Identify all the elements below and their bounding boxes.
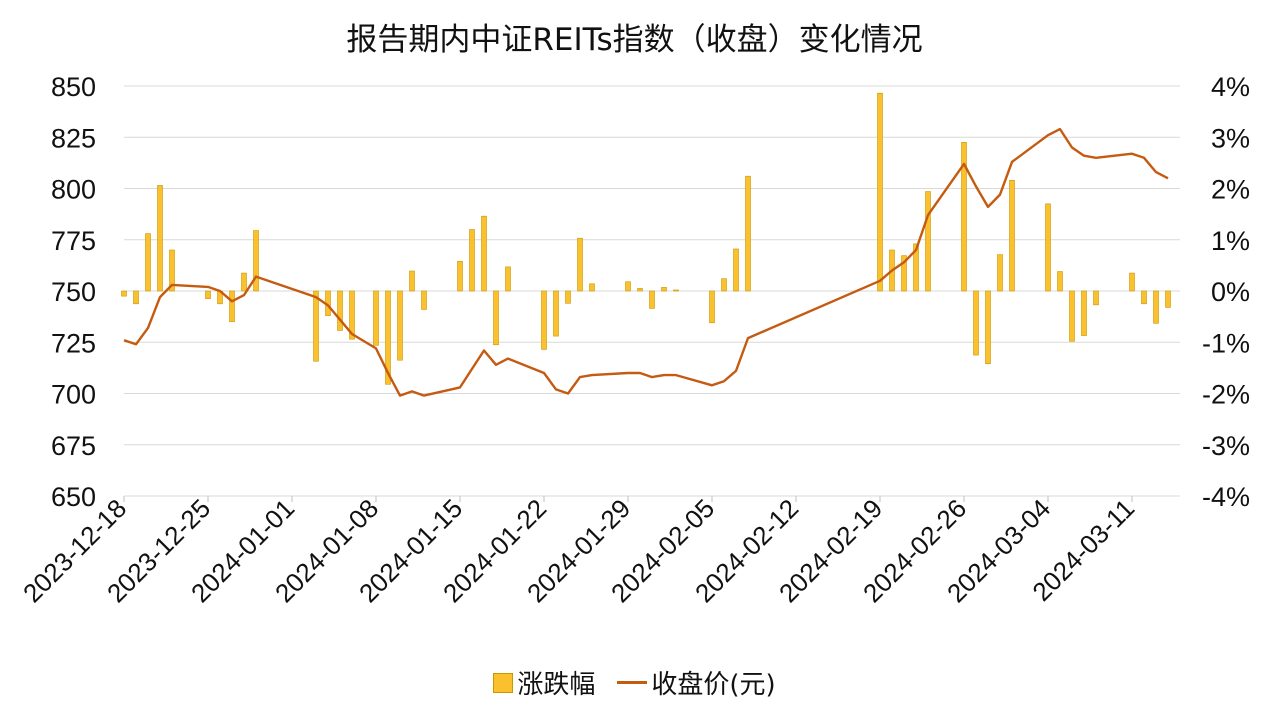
bar-change (505, 266, 511, 292)
legend-line-swatch (617, 681, 648, 684)
bar-change (1141, 290, 1147, 305)
y-right-tick-label: -4% (1202, 482, 1250, 512)
legend-line-label: 收盘价(元) (651, 670, 776, 700)
y-left-tick-label: 775 (51, 226, 96, 256)
bar-change (397, 290, 403, 361)
y-left-tick-label: 650 (51, 482, 96, 512)
bar-change (349, 290, 355, 340)
bar-change (205, 290, 211, 299)
legend-item-line: 收盘价(元) (617, 664, 776, 701)
bar-change (913, 243, 919, 292)
bar-change (241, 272, 247, 292)
line-close-price (123, 127, 1169, 397)
bar-change (1081, 290, 1087, 336)
bar-change (925, 191, 931, 292)
y-right-tick-label: 0% (1211, 277, 1250, 307)
bar-change (373, 290, 379, 346)
bar-change (385, 290, 391, 385)
bar-change (121, 290, 127, 297)
legend: 涨跌幅 收盘价(元) (0, 664, 1269, 701)
bar-change (1057, 271, 1063, 292)
bar-change (1009, 180, 1015, 292)
bar-change (481, 215, 487, 292)
bar-change (493, 290, 499, 346)
bar-change (673, 289, 679, 292)
y-right-tick-label: 4% (1211, 72, 1250, 102)
bar-change (229, 290, 235, 323)
legend-item-bars: 涨跌幅 (493, 664, 595, 701)
bar-change (1165, 290, 1171, 308)
bar-change (157, 185, 163, 292)
bar-change (745, 175, 751, 292)
bar-change (985, 290, 991, 365)
bar-change (409, 270, 415, 292)
y-left-tick-label: 850 (51, 72, 96, 102)
legend-bar-label: 涨跌幅 (517, 670, 596, 700)
bar-change (1069, 290, 1075, 342)
bar-change (421, 290, 427, 310)
y-right-tick-label: 3% (1211, 123, 1250, 153)
bar-change (1129, 272, 1135, 292)
legend-bar-swatch (493, 672, 514, 693)
y-left-tick-label: 825 (51, 123, 96, 153)
bar-change (313, 290, 319, 362)
bar-change (469, 229, 475, 292)
bar-change (877, 92, 883, 292)
bar-change (1153, 290, 1159, 324)
bar-change (553, 290, 559, 337)
y-right-tick-label: 1% (1211, 226, 1250, 256)
bar-change (709, 290, 715, 324)
y-right-tick-label: 2% (1211, 175, 1250, 205)
bar-change (973, 290, 979, 356)
bar-change (169, 249, 175, 292)
bar-change (457, 260, 463, 292)
y-left-tick-label: 750 (51, 277, 96, 307)
bar-change (661, 287, 667, 292)
y-right-tick-label: -2% (1202, 380, 1250, 410)
y-left-tick-label: 800 (51, 175, 96, 205)
bar-change (589, 283, 595, 292)
bar-change (1093, 290, 1099, 306)
y-right-tick-label: -3% (1202, 431, 1250, 461)
y-left-tick-label: 675 (51, 431, 96, 461)
bar-change (901, 255, 907, 292)
bar-change (625, 281, 631, 292)
chart-title: 报告期内中证REITs指数（收盘）变化情况 (346, 22, 923, 58)
bar-change (133, 290, 139, 305)
bar-change (253, 230, 259, 292)
bar-change (1045, 203, 1051, 292)
bar-change (565, 290, 571, 304)
bar-change (145, 233, 151, 292)
bar-change (577, 237, 583, 292)
bar-change (721, 278, 727, 292)
bar-change (961, 142, 967, 292)
bar-change (997, 254, 1003, 292)
y-right-tick-label: -1% (1202, 328, 1250, 358)
bar-change (733, 248, 739, 292)
bar-change (649, 290, 655, 309)
y-left-tick-label: 700 (51, 380, 96, 410)
y-left-tick-label: 725 (51, 328, 96, 358)
bar-change (637, 288, 643, 292)
bar-change (541, 290, 547, 350)
bar-change (337, 290, 343, 331)
